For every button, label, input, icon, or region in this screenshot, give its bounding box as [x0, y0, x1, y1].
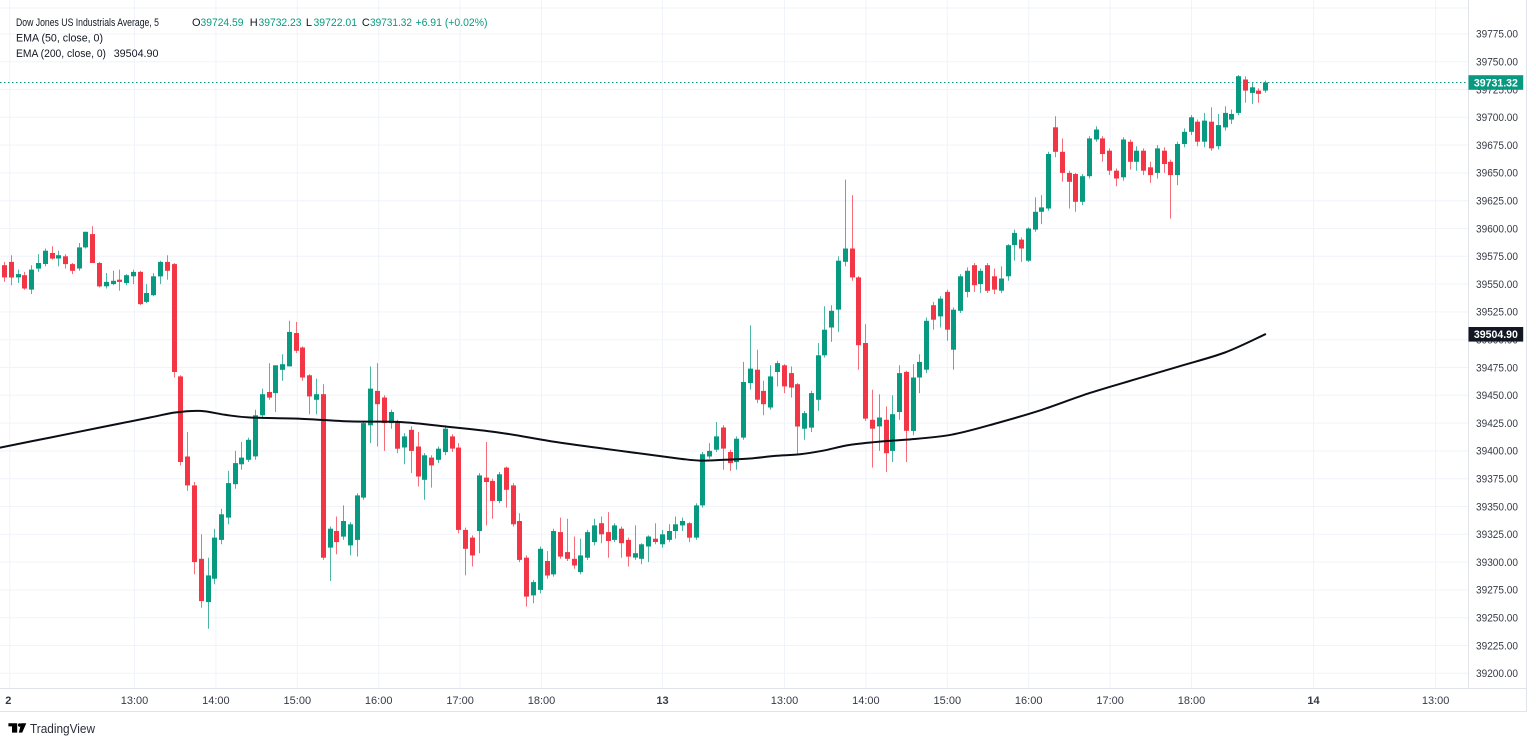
svg-text:15:00: 15:00: [284, 695, 312, 707]
svg-text:18:00: 18:00: [1178, 695, 1206, 707]
svg-text:18:00: 18:00: [528, 695, 556, 707]
svg-text:EMA (200, close, 0)39504.90: EMA (200, close, 0) 39504.90: [16, 48, 159, 60]
svg-text:39600.00: 39600.00: [1476, 223, 1518, 235]
svg-text:39775.00: 39775.00: [1476, 29, 1518, 41]
svg-text:16:00: 16:00: [1015, 695, 1043, 707]
svg-text:14:00: 14:00: [852, 695, 880, 707]
svg-text:39525.00: 39525.00: [1476, 307, 1518, 319]
svg-text:Dow Jones US Industrials Avera: Dow Jones US Industrials Average, 5 O3972…: [16, 17, 488, 29]
svg-text:39675.00: 39675.00: [1476, 140, 1518, 152]
svg-text:39400.00: 39400.00: [1476, 446, 1518, 458]
svg-text:TradingView: TradingView: [30, 721, 96, 736]
svg-text:14:00: 14:00: [202, 695, 230, 707]
svg-text:39325.00: 39325.00: [1476, 529, 1518, 541]
svg-text:39250.00: 39250.00: [1476, 613, 1518, 625]
svg-text:39575.00: 39575.00: [1476, 251, 1518, 263]
svg-text:13:00: 13:00: [771, 695, 799, 707]
svg-text:15:00: 15:00: [934, 695, 962, 707]
svg-text:39625.00: 39625.00: [1476, 196, 1518, 208]
svg-text:39450.00: 39450.00: [1476, 390, 1518, 402]
svg-text:39650.00: 39650.00: [1476, 168, 1518, 180]
svg-text:13:00: 13:00: [1422, 695, 1450, 707]
svg-text:17:00: 17:00: [446, 695, 474, 707]
svg-text:39731.32: 39731.32: [1474, 77, 1518, 89]
svg-text:16:00: 16:00: [365, 695, 393, 707]
svg-text:14: 14: [1307, 695, 1320, 707]
svg-text:39700.00: 39700.00: [1476, 112, 1518, 124]
svg-text:39750.00: 39750.00: [1476, 57, 1518, 69]
svg-text:39200.00: 39200.00: [1476, 668, 1518, 680]
svg-text:39300.00: 39300.00: [1476, 557, 1518, 569]
svg-text:13: 13: [656, 695, 668, 707]
svg-text:39504.90: 39504.90: [1474, 329, 1518, 341]
svg-text:39275.00: 39275.00: [1476, 585, 1518, 597]
svg-text:39375.00: 39375.00: [1476, 474, 1518, 486]
svg-text:39425.00: 39425.00: [1476, 418, 1518, 430]
svg-text:17:00: 17:00: [1096, 695, 1124, 707]
svg-text:EMA (50, close, 0): EMA (50, close, 0): [16, 33, 103, 45]
svg-text:39550.00: 39550.00: [1476, 279, 1518, 291]
svg-text:2: 2: [5, 695, 11, 707]
svg-text:13:00: 13:00: [121, 695, 149, 707]
svg-text:39475.00: 39475.00: [1476, 362, 1518, 374]
svg-text:39350.00: 39350.00: [1476, 501, 1518, 513]
svg-text:39225.00: 39225.00: [1476, 640, 1518, 652]
